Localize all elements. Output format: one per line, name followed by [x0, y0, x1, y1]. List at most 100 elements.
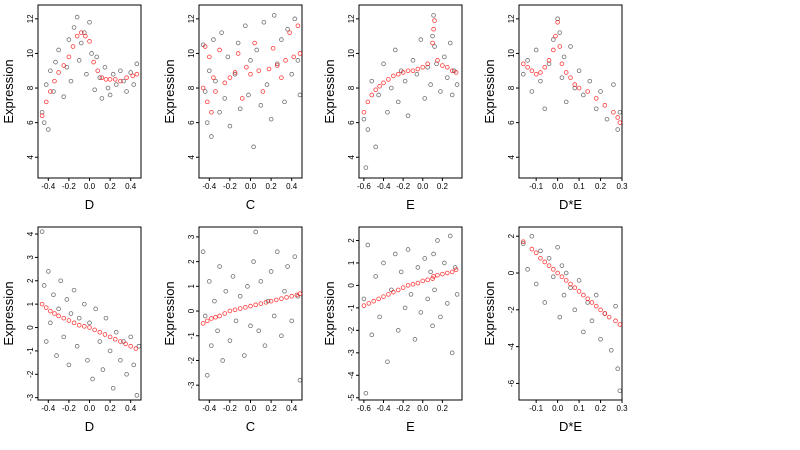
- fitted-point: [520, 61, 526, 67]
- observed-point: [295, 58, 301, 63]
- observed-point: [124, 371, 129, 377]
- observed-point: [410, 58, 416, 63]
- fitted-point: [283, 58, 288, 63]
- observed-point: [243, 23, 248, 29]
- fitted-point: [256, 68, 262, 74]
- observed-point: [613, 303, 618, 309]
- observed-point: [66, 37, 72, 42]
- y-tick-label: 2: [187, 259, 196, 264]
- observed-point: [529, 233, 535, 239]
- y-tick-label: 0: [26, 325, 35, 330]
- fitted-point: [376, 296, 381, 302]
- x-tick-label: 0.2: [437, 182, 449, 191]
- fitted-point: [260, 89, 266, 94]
- fitted-point: [430, 276, 435, 281]
- fitted-point: [291, 54, 297, 60]
- x-axis-label: D*E: [559, 419, 582, 434]
- observed-point: [365, 127, 371, 132]
- observed-point: [110, 71, 116, 77]
- observed-point: [415, 265, 421, 270]
- observed-point: [41, 120, 47, 125]
- observed-point: [425, 296, 430, 302]
- observed-point: [392, 251, 398, 257]
- fitted-point: [52, 311, 57, 316]
- fitted-point: [572, 82, 578, 87]
- x-tick-label: 0.0: [245, 182, 257, 191]
- observed-point: [56, 306, 61, 312]
- fitted-point: [213, 314, 218, 320]
- x-tick-label: -0.1: [529, 182, 543, 191]
- fitted-point: [606, 314, 612, 320]
- fitted-point: [415, 280, 421, 286]
- observed-point: [576, 68, 582, 74]
- fitted-point: [107, 334, 113, 340]
- y-tick-label: 0: [187, 308, 196, 313]
- observed-point: [43, 82, 49, 87]
- fitted-point: [440, 63, 445, 68]
- observed-point: [432, 44, 437, 49]
- observed-point: [100, 367, 106, 372]
- observed-point: [254, 47, 259, 53]
- observed-point: [454, 82, 460, 87]
- observed-point: [585, 300, 590, 305]
- y-tick-label: 10: [347, 48, 356, 57]
- x-tick-label: -0.2: [62, 182, 76, 191]
- observed-point: [124, 89, 129, 94]
- observed-point: [45, 269, 51, 274]
- observed-point: [268, 269, 274, 274]
- fitted-point: [289, 293, 295, 299]
- fitted-point: [400, 285, 406, 290]
- x-tick-label: 0.1: [574, 182, 586, 191]
- y-tick-label: 10: [187, 48, 196, 57]
- observed-point: [61, 94, 67, 99]
- plot-frame: [358, 226, 463, 401]
- fitted-point: [520, 239, 526, 245]
- fitted-point: [91, 59, 96, 65]
- observed-point: [93, 306, 98, 312]
- x-tick-label: 0.0: [84, 404, 96, 413]
- fitted-point: [386, 292, 391, 297]
- observed-point: [533, 281, 539, 287]
- fitted-point: [48, 89, 53, 94]
- y-tick-label: 6: [507, 120, 516, 125]
- fitted-point: [444, 270, 450, 276]
- fitted-points: [39, 301, 139, 351]
- observed-point: [297, 377, 303, 383]
- observed-point: [444, 75, 450, 80]
- fitted-point: [112, 77, 118, 82]
- observed-points: [39, 229, 142, 398]
- observed-point: [128, 334, 134, 340]
- observed-point: [131, 362, 137, 368]
- x-tick-label: 0.4: [125, 182, 137, 191]
- observed-point: [92, 87, 97, 93]
- fitted-point: [377, 84, 382, 89]
- observed-point: [381, 260, 386, 266]
- observed-point: [136, 343, 142, 349]
- observed-point: [520, 241, 526, 246]
- panel-0-0: -0.4 -0.2 0.0 0.2 0.4 4 6 8 10 12 D Expression: [1, 4, 142, 212]
- observed-point: [395, 328, 401, 333]
- observed-point: [251, 259, 256, 264]
- fitted-point: [420, 64, 426, 70]
- observed-point: [230, 274, 236, 279]
- y-axis-label: Expression: [1, 59, 16, 123]
- fitted-point: [239, 96, 245, 101]
- y-tick-label: 6: [187, 120, 196, 125]
- observed-point: [97, 75, 103, 80]
- fitted-point: [235, 51, 241, 56]
- fitted-point: [253, 302, 258, 308]
- x-axis-label: D: [85, 197, 94, 212]
- fitted-point: [274, 63, 280, 68]
- observed-point: [557, 314, 563, 320]
- y-tick-label: 1: [187, 284, 196, 289]
- observed-point: [74, 343, 80, 349]
- fitted-point: [365, 99, 371, 105]
- observed-point: [365, 242, 371, 248]
- x-tick-label: 0.0: [84, 182, 96, 191]
- observed-point: [428, 269, 433, 275]
- fitted-point: [56, 313, 61, 319]
- fitted-point: [74, 33, 80, 39]
- observed-point: [97, 339, 103, 344]
- x-tick-label: 0.3: [616, 404, 628, 413]
- fitted-point: [273, 297, 279, 303]
